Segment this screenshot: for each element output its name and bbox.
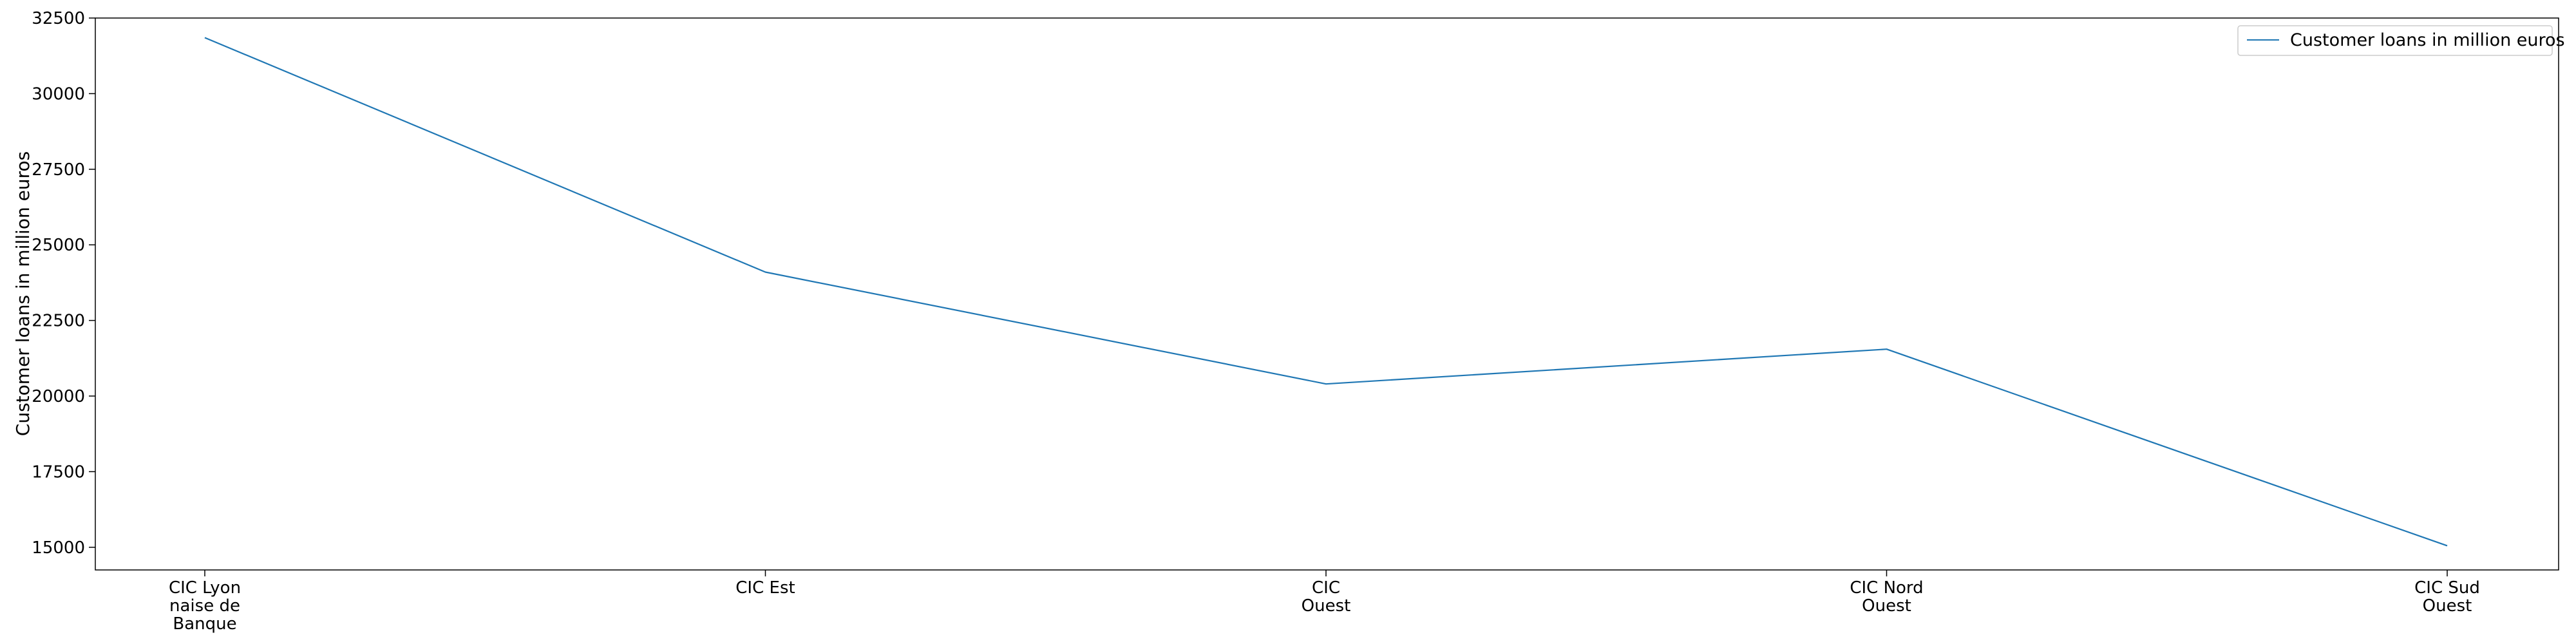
legend-label: Customer loans in million euros bbox=[2290, 30, 2565, 50]
series-lines bbox=[204, 37, 2448, 547]
legend-frame bbox=[2237, 25, 2553, 56]
legend: Customer loans in million euros bbox=[2237, 25, 2565, 56]
y-tick-label: 17500 bbox=[32, 462, 85, 482]
y-tick-label: 27500 bbox=[32, 160, 85, 180]
y-tick-label: 22500 bbox=[32, 312, 85, 331]
series-line bbox=[204, 37, 2448, 547]
y-tick-label: 30000 bbox=[32, 84, 85, 104]
x-tick-label: CIC Est bbox=[735, 578, 795, 598]
x-tick-label: CIC Nord Ouest bbox=[1850, 578, 1923, 616]
x-tick-label: CIC Lyon naise de Banque bbox=[169, 578, 241, 634]
y-axis-label: Customer loans in million euros bbox=[12, 151, 33, 436]
y-tick-label: 15000 bbox=[32, 538, 85, 558]
y-tick-label: 20000 bbox=[32, 387, 85, 406]
y-axis-ticks: 15000 17500 20000 22500 25000 27500 30000 32500 bbox=[32, 9, 95, 558]
plot-area-frame bbox=[95, 17, 2559, 571]
y-tick-label: 25000 bbox=[32, 236, 85, 255]
x-tick-label: CIC Sud Ouest bbox=[2414, 578, 2480, 616]
y-tick-label: 32500 bbox=[32, 9, 85, 28]
x-axis-ticks: CIC Lyon naise de Banque CIC Est CIC Ouest CIC… bbox=[169, 570, 2480, 634]
x-tick-label: CIC Ouest bbox=[1302, 578, 1351, 616]
